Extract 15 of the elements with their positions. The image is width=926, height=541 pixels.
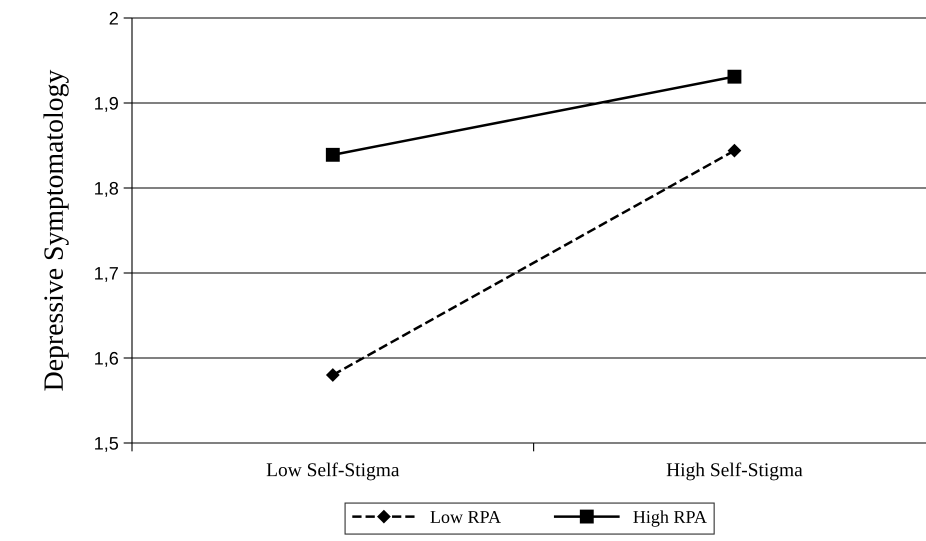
y-tick-label: 1,9 xyxy=(95,96,118,112)
point xyxy=(728,144,742,158)
y-tick-label: 1,5 xyxy=(95,437,118,452)
point xyxy=(326,368,340,382)
x-tick-label: Low Self-Stigma xyxy=(266,462,400,480)
y-tick-label: 1,7 xyxy=(95,267,118,282)
y-tick-label: 1,8 xyxy=(95,182,118,197)
point xyxy=(326,148,340,162)
legend-label: High RPA xyxy=(633,510,707,527)
x-tick-label: High Self-Stigma xyxy=(666,462,802,480)
y-tick-label: 2 xyxy=(110,12,118,25)
point xyxy=(728,70,742,84)
legend-label: Low RPA xyxy=(430,510,501,524)
y-tick-label: 1,6 xyxy=(95,352,118,367)
y-axis-title: Depressive Symptomatology xyxy=(43,70,69,391)
